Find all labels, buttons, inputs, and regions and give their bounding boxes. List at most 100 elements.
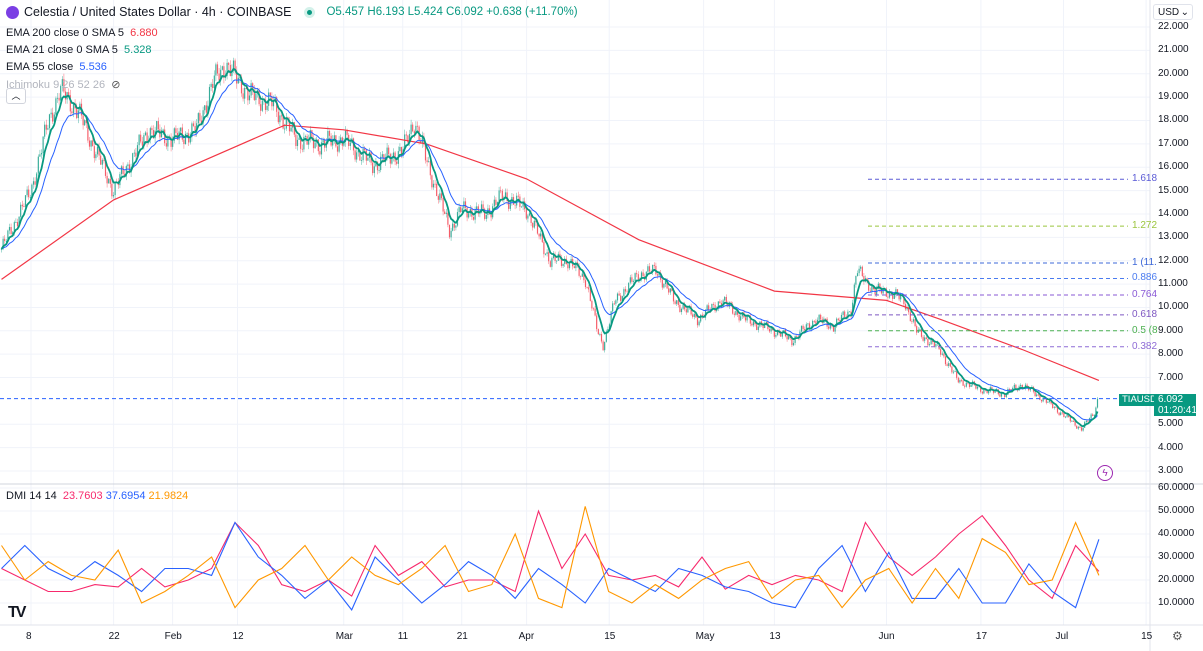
candle-body — [711, 303, 713, 311]
dmi-tick: 30.0000 — [1158, 551, 1195, 562]
candle-body — [479, 212, 481, 214]
candle-body — [944, 356, 947, 365]
indicator-value: 5.328 — [124, 44, 152, 56]
candle-body — [1053, 407, 1055, 409]
candle-body — [976, 386, 979, 389]
candle-body — [413, 131, 415, 134]
candle-body — [223, 66, 225, 78]
adx-value: 21.9824 — [148, 490, 189, 502]
candle-body — [1040, 400, 1043, 402]
candle-body — [412, 124, 414, 132]
dmi-series-di-line — [1, 509, 1100, 600]
candle-body — [442, 198, 444, 212]
dmi-legend[interactable]: DMI 14 14 23.7603 37.6954 21.9824 — [6, 490, 188, 502]
legend-ichimoku[interactable]: Ichimoku 9 26 52 26 ⊘ — [6, 78, 120, 91]
time-tick: 15 — [1141, 631, 1153, 642]
candle-body — [693, 313, 695, 317]
candle-body — [210, 84, 212, 87]
candle-body — [671, 288, 673, 291]
lightning-icon[interactable]: ϟ — [1097, 465, 1113, 481]
time-tick: 12 — [232, 631, 244, 642]
dmi-tick: 10.0000 — [1158, 597, 1195, 608]
candle-body — [504, 192, 507, 198]
candle-body — [165, 143, 167, 147]
legend-ema21[interactable]: EMA 21 close 0 SMA 5 5.328 — [6, 44, 152, 56]
price-tick: 12.000 — [1158, 254, 1189, 266]
candle-body — [364, 148, 366, 151]
candle-body — [303, 136, 305, 150]
candle-body — [16, 222, 19, 227]
candle-body — [543, 242, 545, 255]
candle-body — [501, 190, 503, 200]
candle-body — [556, 260, 558, 262]
legend-ema55[interactable]: EMA 55 close 5.536 — [6, 61, 107, 73]
gear-icon[interactable]: ⚙ — [1172, 629, 1183, 643]
candle-body — [685, 309, 687, 313]
candle-body — [636, 273, 638, 275]
candle-body — [791, 338, 793, 346]
candle-body — [610, 311, 612, 325]
collapse-legend-button[interactable]: ︿ — [6, 88, 26, 104]
candle-body — [562, 263, 564, 266]
candle-body — [474, 209, 476, 220]
candle-body — [132, 153, 134, 168]
candle-body — [589, 289, 591, 301]
candle-body — [319, 151, 321, 155]
candle-body — [29, 197, 31, 198]
candle-body — [557, 253, 559, 261]
candle-body — [994, 390, 996, 393]
legend-ema200[interactable]: EMA 200 close 0 SMA 5 6.880 — [6, 27, 158, 39]
candle-body — [120, 166, 123, 175]
price-tick: 19.000 — [1158, 91, 1189, 103]
candle-body — [199, 113, 201, 121]
time-tick: 8 — [26, 631, 32, 642]
candle-body — [749, 315, 751, 324]
candle-body — [234, 60, 236, 72]
candle-body — [349, 142, 351, 146]
candle-body — [567, 264, 569, 269]
candle-body — [640, 272, 643, 279]
candle-body — [1096, 398, 1099, 408]
candle-body — [940, 349, 942, 355]
candle-body — [684, 304, 686, 310]
candle-body — [805, 324, 807, 331]
candle-body — [40, 153, 43, 155]
candle-body — [551, 258, 553, 267]
candle-body — [360, 160, 363, 161]
candle-body — [1058, 412, 1060, 415]
tradingview-logo[interactable]: TV — [8, 604, 27, 621]
candle-body — [260, 104, 262, 111]
candle-body — [1072, 420, 1075, 422]
candle-body — [839, 319, 841, 322]
candle-body — [381, 154, 383, 157]
candle-body — [978, 386, 980, 388]
candle-body — [858, 268, 860, 274]
candle-body — [933, 342, 935, 347]
candle-body — [31, 184, 33, 198]
symbol-title[interactable]: Celestia / United States Dollar · 4h · C… — [24, 5, 292, 19]
candle-body — [525, 209, 527, 219]
eye-off-icon[interactable]: ⊘ — [111, 79, 121, 91]
price-tick: 8.000 — [1158, 348, 1184, 360]
currency-select[interactable]: USD ⌄ — [1153, 4, 1193, 20]
dmi-tick: 40.0000 — [1158, 528, 1195, 539]
candle-body — [604, 341, 606, 351]
candle-body — [476, 206, 478, 210]
candle-body — [666, 281, 668, 289]
candle-body — [660, 272, 662, 280]
candle-body — [613, 303, 615, 305]
candle-body — [602, 341, 604, 351]
price-tick: 9.000 — [1158, 324, 1184, 336]
candle-body — [765, 321, 767, 324]
dmi-tick: 60.0000 — [1158, 482, 1195, 493]
candle-body — [1039, 394, 1041, 401]
candle-body — [432, 183, 435, 188]
candle-body — [336, 146, 339, 152]
candle-body — [138, 134, 140, 146]
candle-body — [103, 159, 105, 161]
candle-body — [900, 295, 902, 300]
candle-body — [284, 128, 286, 130]
candle-body — [207, 105, 209, 113]
candle-body — [690, 306, 692, 315]
